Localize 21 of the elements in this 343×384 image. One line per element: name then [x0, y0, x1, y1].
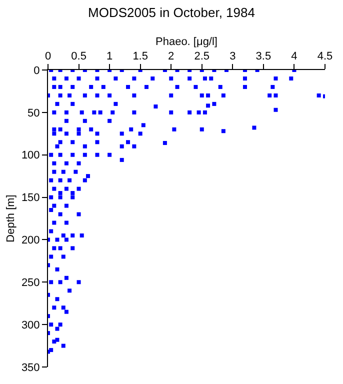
x-tick-label: 0.5 — [71, 50, 86, 63]
y-tick-label: 100 — [21, 150, 40, 162]
y-axis-title: Depth [m] — [5, 194, 18, 242]
y-tick-label: 150 — [21, 192, 40, 204]
x-tick-label: 2 — [168, 50, 174, 63]
x-tick-label: 4 — [291, 50, 298, 63]
y-tick-label: 50 — [28, 107, 40, 120]
x-tick-label: 4.5 — [317, 50, 333, 63]
y-tick-label: 250 — [21, 276, 40, 289]
y-tick-label: 350 — [21, 362, 40, 374]
y-tick-label: 300 — [21, 319, 40, 332]
x-tick-label: 1 — [106, 50, 113, 63]
x-tick-label: 0 — [44, 50, 52, 63]
x-tick-label: 1.5 — [132, 50, 148, 63]
x-axis-title: Phaeo. [μg/l] — [156, 36, 218, 48]
x-tick-label: 3.5 — [256, 50, 272, 63]
y-tick-label: 0 — [34, 64, 40, 77]
y-tick-label: 200 — [21, 234, 40, 247]
x-tick-label: 2.5 — [194, 50, 210, 63]
x-tick-label: 3 — [230, 50, 236, 63]
chart-title: MODS2005 in October, 1984 — [88, 4, 255, 20]
